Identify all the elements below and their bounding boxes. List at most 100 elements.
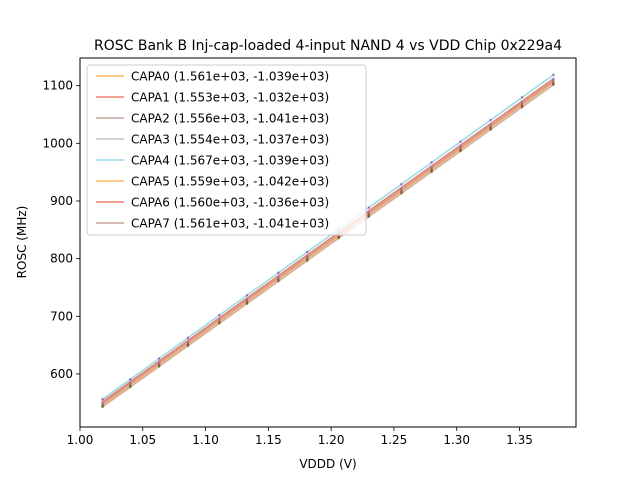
- marker-capa4: [520, 96, 524, 99]
- marker-capa6: [400, 186, 403, 189]
- marker-capa6: [277, 274, 280, 277]
- marker-capa4: [489, 118, 492, 122]
- legend-label-capa5: CAPA5 (1.559e+03, -1.042e+03): [131, 175, 329, 189]
- fit-line-capa4: [102, 74, 554, 400]
- marker-capa4: [430, 161, 433, 164]
- legend-label-capa2: CAPA2 (1.556e+03, -1.041e+03): [131, 112, 329, 126]
- marker-capa7: [306, 255, 309, 259]
- legend-label-capa0: CAPA0 (1.561e+03, -1.039e+03): [131, 70, 329, 84]
- marker-capa4: [157, 357, 161, 360]
- marker-capa6: [489, 122, 492, 125]
- measurement-markers: [101, 73, 555, 409]
- marker-capa6: [367, 209, 371, 213]
- y-axis-ticks: 600 700 800 900 1000 1100: [42, 79, 80, 381]
- y-tick-label: 900: [50, 194, 73, 208]
- marker-capa6: [218, 316, 221, 320]
- marker-capa6: [306, 253, 309, 257]
- marker-capa6: [552, 77, 555, 80]
- marker-capa5: [337, 235, 340, 238]
- x-tick-label: 1.20: [318, 433, 345, 447]
- marker-capa5: [186, 343, 190, 346]
- marker-capa5: [459, 148, 462, 151]
- marker-capa6: [129, 380, 132, 383]
- marker-capa5: [306, 257, 309, 261]
- marker-capa7: [277, 276, 280, 280]
- marker-capa5: [245, 301, 249, 304]
- legend: CAPA0 (1.561e+03, -1.039e+03) CAPA1 (1.55…: [86, 64, 367, 236]
- chart-title: ROSC Bank B Inj-cap-loaded 4-input NAND …: [94, 38, 562, 54]
- legend-box: [86, 64, 367, 236]
- marker-capa6: [157, 359, 161, 363]
- x-tick-label: 1.30: [443, 433, 470, 447]
- marker-capa5: [489, 126, 492, 130]
- marker-capa7: [186, 341, 190, 344]
- marker-capa5: [520, 104, 524, 107]
- y-tick-label: 700: [50, 309, 73, 323]
- marker-capa5: [430, 168, 433, 172]
- marker-capa4: [306, 250, 309, 254]
- marker-capa6: [101, 400, 104, 403]
- marker-capa7: [459, 146, 462, 149]
- marker-capa7: [489, 124, 492, 127]
- fit-line-capa5: [102, 82, 554, 407]
- marker-capa4: [552, 73, 555, 77]
- fit-line-capa7: [102, 80, 554, 405]
- fit-lines: [102, 74, 554, 408]
- y-tick-label: 1100: [42, 79, 73, 93]
- marker-capa5: [129, 384, 132, 388]
- marker-capa6: [186, 339, 190, 342]
- marker-capa4: [245, 294, 249, 297]
- x-tick-label: 1.05: [129, 433, 156, 447]
- marker-capa4: [459, 140, 462, 143]
- marker-capa5: [101, 404, 104, 407]
- y-tick-label: 1000: [42, 136, 73, 150]
- marker-capa4: [186, 336, 190, 339]
- fit-line-capa0: [102, 79, 554, 404]
- marker-capa7: [430, 166, 433, 170]
- x-axis-label: VDDD (V): [299, 457, 356, 471]
- x-tick-label: 1.15: [255, 433, 282, 447]
- legend-label-capa4: CAPA4 (1.567e+03, -1.039e+03): [131, 154, 329, 168]
- x-tick-label: 1.25: [381, 433, 408, 447]
- marker-capa6: [245, 296, 249, 300]
- marker-capa7: [552, 79, 555, 82]
- y-tick-label: 600: [50, 367, 73, 381]
- marker-capa4: [129, 378, 132, 381]
- marker-capa6: [520, 99, 524, 103]
- marker-capa7: [400, 188, 403, 191]
- marker-capa7: [367, 211, 371, 215]
- plot-frame: [79, 57, 577, 428]
- marker-capa4: [400, 182, 403, 186]
- legend-label-capa3: CAPA3 (1.554e+03, -1.037e+03): [131, 133, 329, 147]
- marker-capa7: [101, 402, 104, 406]
- marker-capa5: [157, 363, 161, 367]
- marker-capa5: [277, 278, 280, 281]
- x-tick-label: 1.10: [192, 433, 219, 447]
- x-tick-label: 1.35: [506, 433, 533, 447]
- marker-capa7: [245, 299, 249, 302]
- marker-capa4: [277, 271, 280, 274]
- marker-capa5: [400, 190, 403, 193]
- legend-label-capa7: CAPA7 (1.561e+03, -1.041e+03): [131, 217, 329, 231]
- y-axis-label: ROSC (MHz): [15, 206, 29, 279]
- marker-capa6: [459, 144, 462, 147]
- marker-capa5: [552, 81, 555, 85]
- marker-capa4: [367, 206, 371, 209]
- marker-capa4: [101, 398, 104, 401]
- marker-capa4: [218, 313, 221, 317]
- x-axis-ticks: 1.00 1.05 1.10 1.15 1.20 1.25 1.30 1.35: [67, 427, 533, 447]
- marker-capa7: [218, 318, 221, 322]
- y-tick-label: 800: [50, 252, 73, 266]
- marker-capa5: [367, 213, 371, 217]
- marker-capa5: [218, 320, 221, 324]
- marker-capa7: [520, 102, 524, 105]
- marker-capa7: [129, 382, 132, 386]
- marker-capa7: [157, 362, 161, 365]
- x-tick-label: 1.00: [67, 433, 94, 447]
- legend-label-capa6: CAPA6 (1.560e+03, -1.036e+03): [131, 196, 329, 210]
- fit-line-capa6: [102, 78, 554, 403]
- marker-capa6: [430, 164, 433, 168]
- legend-label-capa1: CAPA1 (1.553e+03, -1.032e+03): [131, 91, 329, 105]
